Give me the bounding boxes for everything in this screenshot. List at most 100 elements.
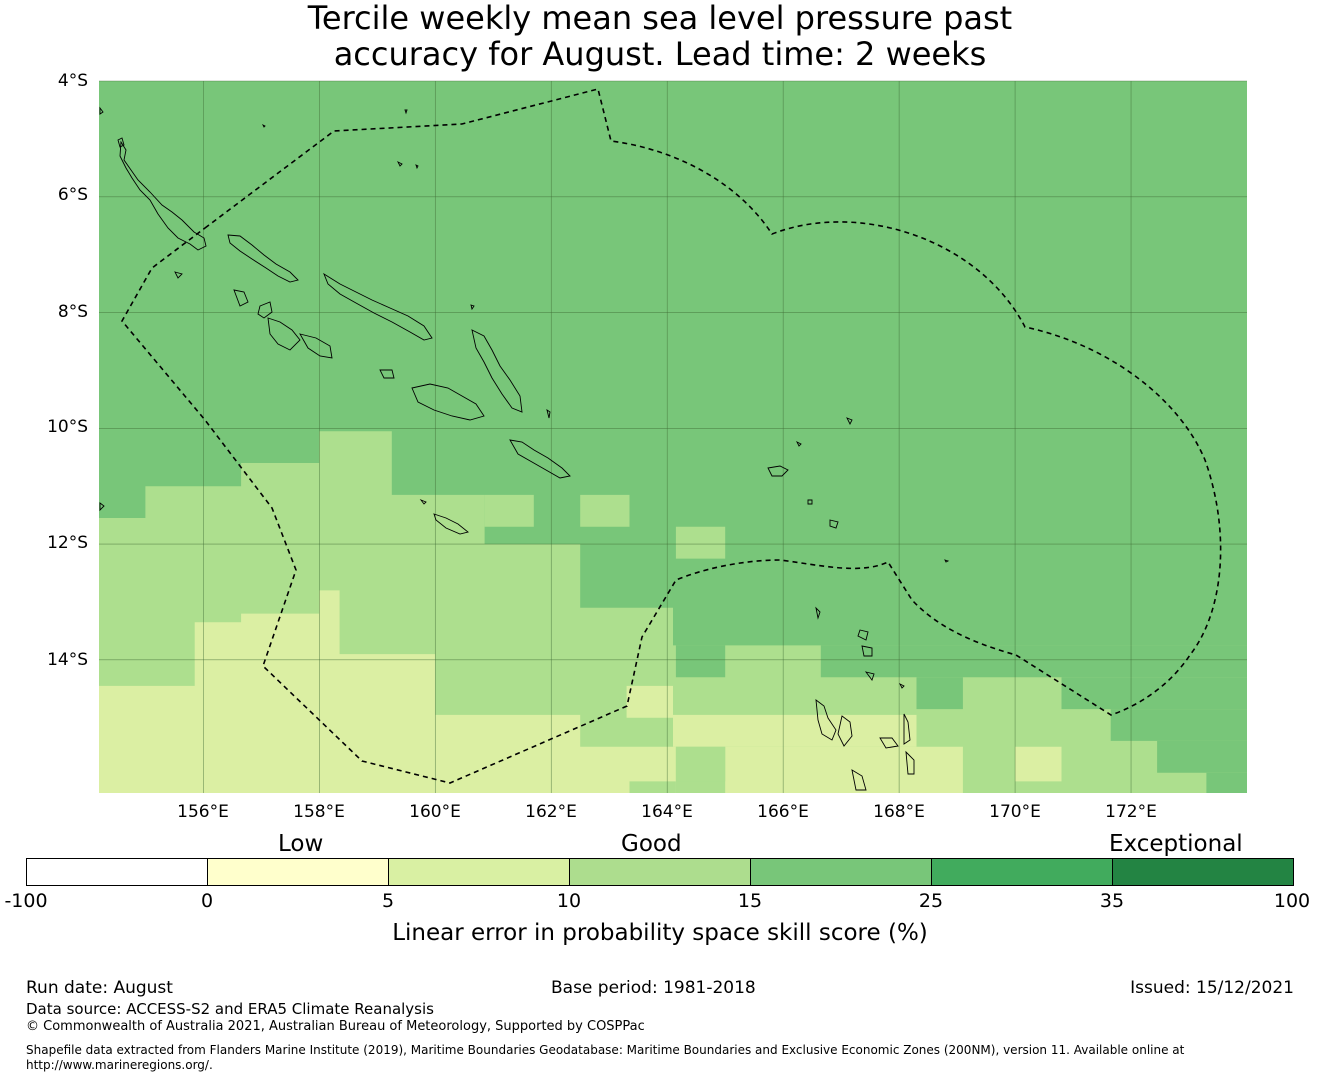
skill-cell-class-4 [820,645,917,678]
ambae-island [857,629,869,641]
islet [99,502,105,512]
skill-cell-class-4 [916,677,963,710]
florida-islands [379,369,395,379]
malekula-island [837,715,853,747]
lon-label: 164°E [641,802,693,822]
islet [261,123,266,128]
colorbar [26,858,1294,886]
colorbar-segment [389,859,570,885]
islet [944,559,950,563]
islet [470,304,475,311]
colorbar-segment [1113,859,1293,885]
skill-cell-class-2 [725,746,963,793]
islet [99,106,104,115]
choiseul-island [227,234,299,283]
santa-cruz-island [767,465,789,477]
colorbar-segment [27,859,208,885]
skill-cell-class-2 [673,714,917,747]
colorbar-tick: 35 [1099,890,1125,912]
colorbar-segment [751,859,932,885]
skill-cells [99,81,1247,793]
skill-cell-class-2 [626,685,673,718]
lat-label: 12°S [47,533,88,553]
coastlines [117,137,915,791]
skill-cell-class-2 [1015,746,1062,782]
santa-isabel-island [323,272,433,341]
lat-label: 4°S [57,71,88,91]
pentecost-island [903,713,911,745]
kolombangara-island [267,317,301,351]
skill-cell-class-4 [916,645,1247,678]
colorbar-segment [932,859,1113,885]
tanna-island [851,769,867,791]
islet [404,109,408,115]
islet [415,164,419,170]
chart-title-line-2: accuracy for August. Lead time: 2 weeks [333,35,987,73]
colorbar-label: Linear error in probability space skill … [392,920,928,946]
lon-label: 168°E [873,802,925,822]
skill-cell-class-4 [1157,740,1247,773]
colorbar-segment [208,859,389,885]
lat-label: 14°S [47,650,88,670]
map-gridlines [99,80,1247,793]
colorbar-tick: 5 [381,890,395,912]
efate-island [879,737,899,749]
islet [846,417,853,426]
skill-cell-class-4 [1061,677,1247,710]
colorbar-tick: 0 [200,890,214,912]
torres-island [815,606,821,620]
skill-cell-class-2 [99,590,676,793]
new-georgia-island [257,301,273,319]
buka-island [117,137,125,148]
lon-label: 162°E [525,802,577,822]
lon-label: 156°E [177,802,229,822]
espiritu-santo-island [815,699,837,741]
eez-boundary-line [121,88,1222,784]
colorbar-tick: 25 [918,890,944,912]
islet [898,682,905,689]
base-period: Base period: 1981-2018 [551,978,756,998]
lat-label: 6°S [57,185,88,205]
islet [546,408,551,419]
tikopia-island [829,519,839,529]
skill-cell-class-4 [1110,709,1247,741]
lon-label: 158°E [293,802,345,822]
islet [795,440,802,447]
lon-label: 170°E [989,802,1041,822]
skill-cell-class-4 [1206,772,1247,793]
skill-cell-class-3 [484,494,534,527]
colorbar-tick: 15 [737,890,763,912]
skill-map [99,80,1247,793]
makira-island [509,439,571,479]
lon-label: 172°E [1105,802,1157,822]
colorbar-tick: 100 [1273,890,1311,912]
guadalcanal-island [411,383,485,421]
skill-cell-class-3 [580,494,630,527]
bougainville-island [119,140,207,251]
skill-cell-class-3 [629,781,676,793]
legend-category-low: Low [278,831,324,857]
vanikoro-island [807,499,813,505]
vella-lavella-island [233,289,249,307]
skill-cell-class-3 [675,526,726,559]
islet [419,498,427,505]
skill-cell-class-3 [675,746,726,782]
rendova-island [299,333,333,359]
lon-label: 160°E [409,802,461,822]
erromango-island [905,750,915,775]
skill-cell-class-4 [675,645,726,678]
islet [174,271,183,279]
lon-label: 166°E [757,802,809,822]
run-date: Run date: August [26,978,173,998]
issued-date: Issued: 15/12/2021 [1130,978,1294,998]
maewo-island [864,671,875,681]
legend-category-exceptional: Exceptional [1109,831,1243,857]
malaita-island [471,329,523,413]
lat-label: 10°S [47,417,88,437]
small-islets [99,106,950,689]
data-source: Data source: ACCESS-S2 and ERA5 Climate … [26,1000,434,1018]
rennell-island [433,513,469,535]
islet [396,160,403,167]
legend-category-good: Good [621,831,682,857]
copyright: © Commonwealth of Australia 2021, Austra… [26,1019,645,1034]
